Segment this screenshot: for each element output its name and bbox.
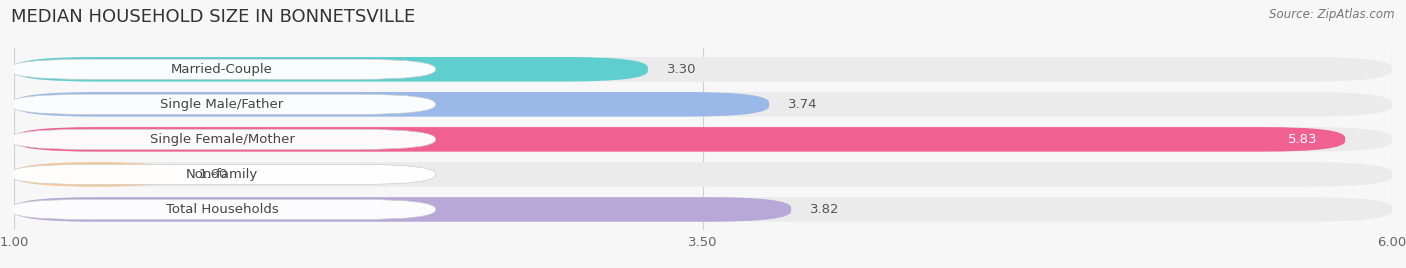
FancyBboxPatch shape: [8, 129, 436, 150]
Text: Source: ZipAtlas.com: Source: ZipAtlas.com: [1270, 8, 1395, 21]
FancyBboxPatch shape: [8, 199, 436, 219]
FancyBboxPatch shape: [14, 162, 180, 187]
Text: 1.60: 1.60: [198, 168, 228, 181]
FancyBboxPatch shape: [14, 162, 1392, 187]
FancyBboxPatch shape: [8, 94, 436, 114]
Text: Total Households: Total Households: [166, 203, 278, 216]
FancyBboxPatch shape: [14, 57, 648, 81]
Text: 3.30: 3.30: [668, 63, 697, 76]
Text: Non-family: Non-family: [186, 168, 259, 181]
Text: 3.74: 3.74: [789, 98, 818, 111]
Text: Married-Couple: Married-Couple: [172, 63, 273, 76]
FancyBboxPatch shape: [14, 197, 792, 222]
FancyBboxPatch shape: [8, 164, 436, 184]
Text: 5.83: 5.83: [1288, 133, 1317, 146]
FancyBboxPatch shape: [14, 127, 1346, 152]
FancyBboxPatch shape: [14, 197, 1392, 222]
Text: MEDIAN HOUSEHOLD SIZE IN BONNETSVILLE: MEDIAN HOUSEHOLD SIZE IN BONNETSVILLE: [11, 8, 416, 26]
FancyBboxPatch shape: [14, 92, 769, 117]
Text: 3.82: 3.82: [810, 203, 839, 216]
FancyBboxPatch shape: [14, 57, 1392, 81]
Text: Single Female/Mother: Single Female/Mother: [149, 133, 295, 146]
Text: Single Male/Father: Single Male/Father: [160, 98, 284, 111]
FancyBboxPatch shape: [14, 92, 1392, 117]
FancyBboxPatch shape: [14, 127, 1392, 152]
FancyBboxPatch shape: [8, 59, 436, 79]
